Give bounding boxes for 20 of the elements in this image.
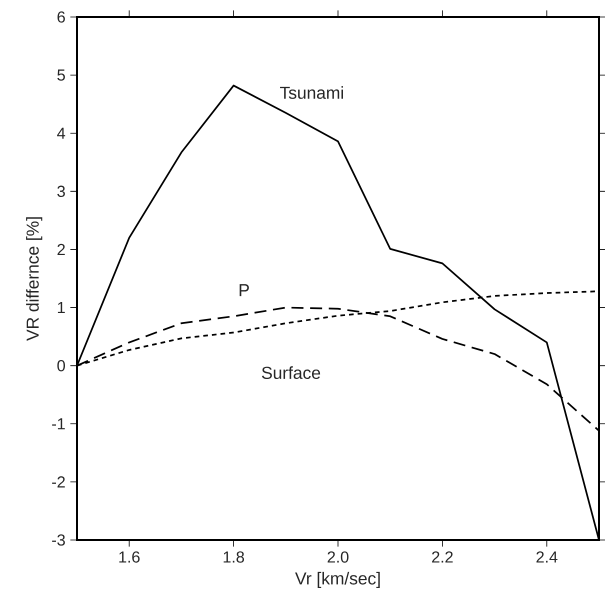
y-tick-label: 1	[58, 302, 65, 314]
y-tick-label: 4	[57, 128, 66, 139]
x-tick-label: 1.6	[119, 551, 140, 563]
x-tick-label: 2.2	[432, 551, 453, 563]
text: Surface	[262, 366, 320, 379]
y-tick-label: 5	[57, 70, 65, 81]
y-tick-label: 3	[57, 186, 65, 197]
series-label: Tsunami	[280, 86, 344, 99]
x-axis-title: Vr [km/sec]	[295, 572, 380, 588]
x-tick-label: 2.4	[536, 551, 558, 563]
y-axis-title: VR differnce [%]	[26, 217, 42, 341]
x-tick-label: 2.0	[328, 551, 348, 563]
y-tick-label: 6	[58, 11, 65, 23]
x-tick-label: 1.8	[224, 551, 244, 563]
y-tick-label: -3	[52, 534, 65, 546]
series-label: P	[240, 284, 249, 296]
y-tick-label: -1	[52, 418, 65, 430]
y-tick-label: -2	[52, 476, 65, 488]
y-tick-label: 2	[58, 244, 65, 256]
y-tick-label: 0	[57, 360, 66, 372]
